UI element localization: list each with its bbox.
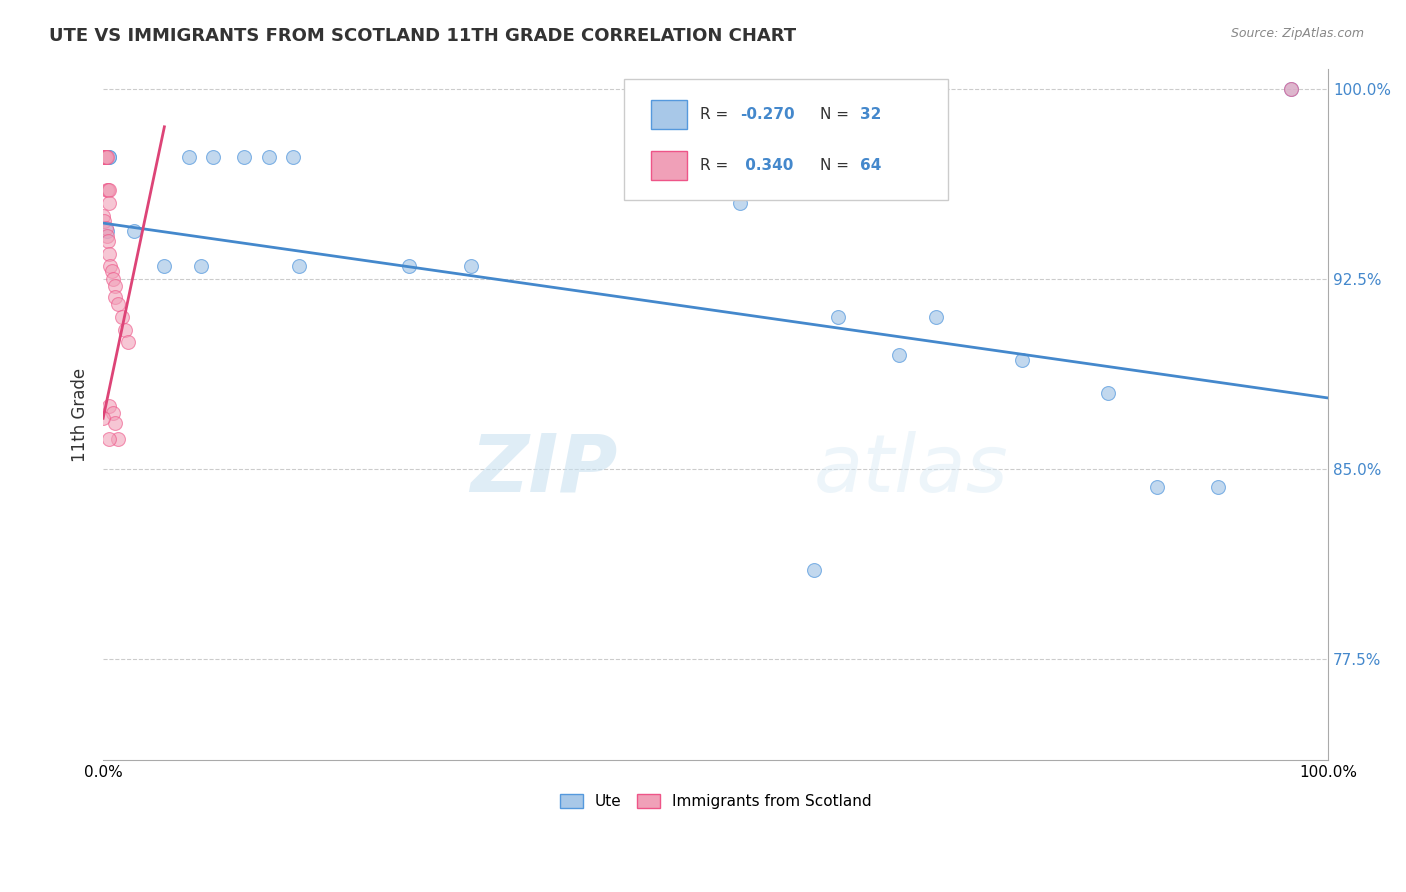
Point [233, 150, 256, 164]
Point [98, 399, 121, 413]
Text: N =: N = [820, 107, 853, 122]
Point [91, 150, 114, 164]
Text: 64: 64 [860, 158, 882, 173]
Point [91, 150, 114, 164]
Text: N =: N = [820, 158, 853, 173]
Point [101, 272, 124, 286]
Point [96, 224, 118, 238]
Point [1206, 480, 1229, 494]
Point [97, 183, 120, 197]
Point [114, 322, 136, 336]
Point [107, 432, 129, 446]
Legend: Ute, Immigrants from Scotland: Ute, Immigrants from Scotland [554, 788, 877, 815]
Point [107, 297, 129, 311]
Text: ZIP: ZIP [470, 431, 617, 508]
Point [98, 150, 121, 164]
Text: R =: R = [700, 107, 733, 122]
Point [1279, 82, 1302, 96]
Point [98, 195, 121, 210]
Point [1146, 480, 1168, 494]
Point [94, 221, 117, 235]
Point [93, 150, 115, 164]
Point [889, 348, 911, 362]
Point [1011, 353, 1033, 368]
Point [117, 335, 139, 350]
Point [96, 228, 118, 243]
FancyBboxPatch shape [624, 78, 949, 200]
Point [91, 150, 114, 164]
Point [91, 209, 114, 223]
Point [91, 150, 114, 164]
Point [104, 290, 127, 304]
Y-axis label: 11th Grade: 11th Grade [72, 368, 89, 461]
Point [91, 150, 114, 164]
Bar [651, 151, 688, 180]
Point [827, 310, 849, 324]
Point [98, 150, 121, 164]
Point [96, 150, 118, 164]
Point [925, 310, 948, 324]
Point [288, 259, 311, 273]
Point [93, 150, 115, 164]
Point [100, 259, 122, 273]
Point [93, 150, 115, 164]
Point [104, 279, 127, 293]
Point [122, 224, 145, 238]
Point [91, 150, 114, 164]
Point [97, 234, 120, 248]
Point [94, 150, 117, 164]
Point [257, 150, 280, 164]
Point [177, 150, 200, 164]
Text: -0.270: -0.270 [740, 107, 794, 122]
Point [98, 246, 121, 260]
Text: Source: ZipAtlas.com: Source: ZipAtlas.com [1230, 27, 1364, 40]
Point [91, 411, 114, 425]
Point [190, 259, 212, 273]
Point [460, 259, 482, 273]
Point [94, 150, 117, 164]
Bar [651, 100, 688, 129]
Point [153, 259, 176, 273]
Text: UTE VS IMMIGRANTS FROM SCOTLAND 11TH GRADE CORRELATION CHART: UTE VS IMMIGRANTS FROM SCOTLAND 11TH GRA… [49, 27, 796, 45]
Point [98, 183, 121, 197]
Point [110, 310, 132, 324]
Point [93, 213, 115, 227]
Point [1097, 385, 1119, 400]
Text: 0.340: 0.340 [740, 158, 793, 173]
Point [100, 264, 122, 278]
Point [398, 259, 420, 273]
Text: R =: R = [700, 158, 733, 173]
Point [1279, 82, 1302, 96]
Point [281, 150, 304, 164]
Point [101, 406, 124, 420]
Point [98, 432, 121, 446]
Point [104, 417, 127, 431]
Point [728, 195, 751, 210]
Point [91, 150, 114, 164]
Point [202, 150, 225, 164]
Text: atlas: atlas [814, 431, 1008, 508]
Point [803, 563, 825, 577]
Text: 32: 32 [860, 107, 882, 122]
Point [96, 183, 118, 197]
Point [91, 150, 114, 164]
